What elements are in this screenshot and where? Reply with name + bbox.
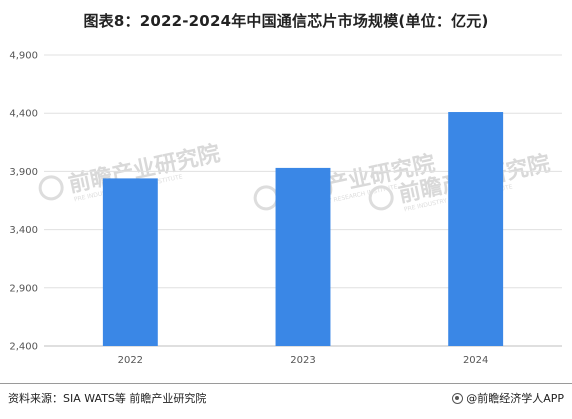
watermark-logo-icon [368,185,394,211]
x-tick-label: 2022 [118,355,143,366]
x-tick-label: 2024 [463,355,488,366]
watermark-logo-icon [253,185,279,211]
x-axis-ticks: 2022 2023 2024 [118,355,489,366]
y-tick-label: 4,900 [9,51,38,62]
y-tick-label: 2,400 [9,342,38,353]
y-tick-label: 3,900 [9,167,38,178]
y-tick-label: 3,400 [9,225,38,236]
x-tick-label: 2023 [290,355,315,366]
y-tick-label: 4,400 [9,109,38,120]
watermark-logo-icon [38,175,64,201]
brand-label: @前瞻经济学人APP [466,392,564,405]
bar-2022 [102,178,158,346]
bar-2023 [275,167,331,346]
footer-divider [0,383,572,384]
brand-credit: @前瞻经济学人APP [452,390,564,406]
brand-logo-icon [452,392,464,404]
y-axis-ticks: 2,400 2,900 3,400 3,900 4,400 4,900 [9,51,38,353]
chart-title: 图表8：2022-2024年中国通信芯片市场规模(单位：亿元) [83,12,489,30]
bar-2024 [448,112,504,346]
bars [102,112,504,346]
source-note: 资料来源：SIA WATS等 前瞻产业研究院 [8,392,207,405]
y-tick-label: 2,900 [9,283,38,294]
